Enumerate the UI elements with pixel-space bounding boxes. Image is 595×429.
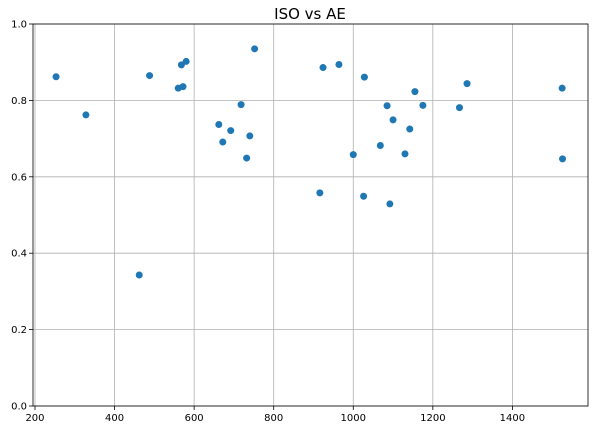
scatter-point bbox=[406, 125, 414, 133]
y-tick-label: 0.2 bbox=[11, 325, 27, 336]
x-tick-label: 400 bbox=[105, 413, 124, 424]
scatter-point bbox=[463, 80, 471, 88]
scatter-point bbox=[360, 192, 368, 200]
scatter-point bbox=[179, 83, 187, 91]
scatter-point bbox=[215, 120, 223, 128]
y-tick-label: 1.0 bbox=[11, 20, 27, 31]
scatter-point bbox=[386, 200, 394, 208]
scatter-point bbox=[52, 73, 60, 81]
axis-ticks: 200 400 600 800 1000 1200 1400 0.0 0.2 0.4 0.6 0.8 1… bbox=[11, 20, 525, 425]
x-tick-label: 200 bbox=[25, 413, 44, 424]
scatter-point bbox=[389, 116, 397, 124]
scatter-point bbox=[383, 102, 391, 110]
scatter-point bbox=[246, 132, 254, 140]
scatter-point bbox=[455, 104, 463, 112]
scatter-point bbox=[316, 189, 324, 197]
x-tick-label: 1400 bbox=[500, 413, 525, 424]
y-tick-label: 0.6 bbox=[11, 172, 27, 183]
y-tick-label: 0.0 bbox=[11, 402, 27, 413]
scatter-point bbox=[237, 101, 245, 109]
scatter-point bbox=[182, 57, 190, 65]
scatter-point bbox=[349, 151, 357, 159]
x-tick-label: 600 bbox=[185, 413, 204, 424]
scatter-point bbox=[243, 154, 251, 162]
scatter-point bbox=[411, 88, 419, 96]
scatter-point bbox=[82, 111, 90, 119]
scatter-point bbox=[146, 72, 154, 80]
scatter-point bbox=[135, 271, 143, 279]
scatter-point bbox=[401, 150, 409, 158]
scatter-point bbox=[419, 101, 427, 109]
x-tick-label: 1200 bbox=[420, 413, 445, 424]
x-tick-label: 800 bbox=[264, 413, 283, 424]
scatter-point bbox=[558, 84, 566, 92]
scatter-point bbox=[559, 155, 567, 163]
scatter-point bbox=[360, 73, 368, 81]
chart-title: ISO vs AE bbox=[274, 5, 346, 23]
scatter-point bbox=[335, 60, 343, 68]
plot-frame bbox=[32, 23, 589, 407]
grid-lines bbox=[33, 23, 588, 407]
y-tick-label: 0.4 bbox=[11, 249, 27, 260]
scatter-point bbox=[251, 45, 259, 53]
scatter-point bbox=[376, 141, 384, 149]
scatter-point bbox=[227, 127, 235, 135]
scatter-point bbox=[219, 138, 227, 146]
y-tick-label: 0.8 bbox=[11, 96, 27, 107]
scatter-point bbox=[319, 64, 327, 72]
data-points bbox=[52, 45, 567, 279]
x-tick-label: 1000 bbox=[341, 413, 366, 424]
